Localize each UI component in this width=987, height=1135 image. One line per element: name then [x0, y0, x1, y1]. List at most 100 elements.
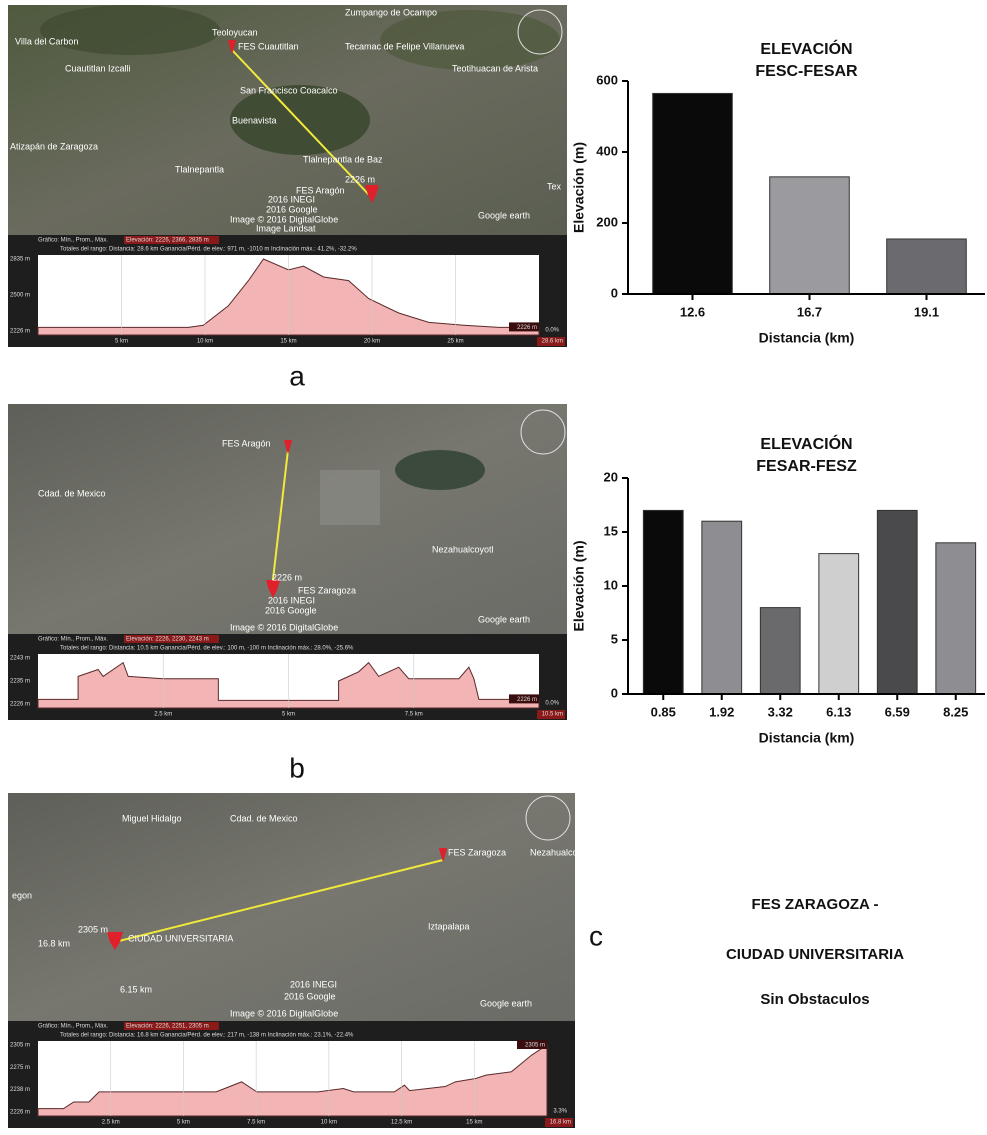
x-tick-label: 0.85	[651, 704, 676, 719]
chart-subtitle: FESAR-FESZ	[756, 458, 857, 475]
map-label: FES Cuautitlan	[238, 41, 299, 51]
bar	[769, 176, 850, 295]
profile-x-label: 12.5 km	[391, 1120, 412, 1126]
map-label: 6.15 km	[120, 984, 152, 994]
profile-x-label: 7.5 km	[405, 712, 423, 718]
pin	[228, 40, 236, 54]
map-label: Nezahualcoyotl	[432, 544, 494, 554]
map-label: Villa del Carbon	[15, 36, 78, 46]
map-label: 2016 INEGI	[290, 979, 337, 989]
map-label: Iztapalapa	[428, 921, 470, 931]
profile-end-box	[509, 694, 539, 704]
map-label: Buenavista	[232, 115, 277, 125]
bar	[759, 607, 801, 695]
map-label: Teoloyucan	[212, 27, 258, 37]
map-label: egon	[12, 890, 32, 900]
profile-x-label: 2.5 km	[102, 1120, 120, 1126]
profile-x-label: 25 km	[447, 339, 463, 345]
y-tick-label: 600	[596, 72, 618, 87]
profile-elevation: Elevación: 2226, 2366, 2835 m	[126, 238, 209, 244]
profile-legend: Gráfico: Mín., Prom., Máx.	[38, 1024, 108, 1030]
map-label: Google earth	[478, 210, 530, 220]
map-label: 2016 INEGI	[268, 595, 315, 605]
panel-label: c	[589, 920, 603, 951]
map-relief	[40, 5, 220, 55]
note-line: Sin Obstaculos	[760, 991, 869, 1008]
profile-x-label: 15 km	[466, 1120, 482, 1126]
map-label: Miguel Hidalgo	[122, 813, 182, 823]
profile-legend: Gráfico: Mín., Prom., Máx.	[38, 637, 108, 643]
route-line	[271, 449, 289, 589]
y-tick-label: 10	[604, 577, 618, 592]
map-relief	[320, 470, 380, 525]
map-label: Image © 2016 DigitalGlobe	[230, 1008, 338, 1018]
profile-y-label: 2226 m	[10, 329, 30, 335]
profile-area	[37, 1044, 548, 1117]
map-relief	[380, 10, 560, 70]
profile-y-label: 2243 m	[10, 656, 30, 662]
map-relief	[230, 85, 370, 155]
map-label: Cdad. de Mexico	[230, 813, 298, 823]
y-tick-label: 20	[604, 469, 618, 484]
map-label: Atizapán de Zaragoza	[10, 141, 98, 151]
map-label: FES Zaragoza	[448, 847, 506, 857]
chart-title: ELEVACIÓN	[760, 39, 852, 58]
map-label: Google earth	[478, 614, 530, 624]
bar	[876, 509, 918, 695]
map-label: Zumpango de Ocampo	[345, 7, 437, 17]
profile-elevation: Elevación: 2226, 2251, 2305 m	[126, 1024, 209, 1030]
profile-x-label: 7.5 km	[247, 1120, 265, 1126]
panel-label: a	[289, 360, 305, 391]
profile-y-label: 2226 m	[10, 1110, 30, 1116]
note-line: CIUDAD UNIVERSITARIA	[726, 946, 904, 963]
bar	[701, 520, 743, 695]
map-label: Tex	[547, 181, 562, 191]
map-label: 2016 Google	[284, 991, 336, 1001]
profile-y-label: 2235 m	[10, 679, 30, 685]
profile-highlight	[124, 1022, 219, 1030]
x-tick-label: 6.13	[826, 704, 851, 719]
profile-end-box	[517, 1040, 547, 1049]
map-label: Image © 2016 DigitalGlobe	[230, 214, 338, 224]
x-axis-title: Distancia (km)	[759, 730, 855, 746]
x-tick-label: 6.59	[885, 704, 910, 719]
profile-legend: Gráfico: Mín., Prom., Máx.	[38, 238, 108, 244]
x-tick-label: 19.1	[914, 304, 939, 319]
pin	[284, 440, 292, 454]
map-label: FES Aragón	[296, 185, 345, 195]
y-axis-title: Elevación (m)	[571, 540, 587, 631]
bar	[652, 92, 733, 295]
chart-title: ELEVACIÓN	[760, 434, 852, 453]
map-relief	[395, 450, 485, 490]
route-line	[114, 859, 444, 943]
y-tick-label: 15	[604, 523, 618, 538]
profile-end-box	[509, 322, 539, 332]
profile-x-label: 15 km	[280, 339, 296, 345]
profile-end-elevation: 2226 m	[517, 325, 537, 331]
compass	[517, 9, 563, 55]
map-label: Cdad. de Mexico	[38, 488, 106, 498]
map-label: Tlalnepantla de Baz	[303, 154, 383, 164]
profile-end-distance: 10.5 km	[542, 712, 563, 718]
pin	[365, 185, 379, 203]
map-label: 2016 Google	[265, 605, 317, 615]
y-tick-label: 0	[611, 285, 618, 300]
y-tick-label: 5	[611, 631, 618, 646]
profile-x-label: 20 km	[364, 339, 380, 345]
y-tick-label: 0	[611, 685, 618, 700]
map-label: Nezahualco	[530, 847, 578, 857]
profile-y-label: 2226 m	[10, 702, 30, 708]
profile-end-slope: 3.3%	[553, 1109, 567, 1115]
x-tick-label: 12.6	[680, 304, 705, 319]
y-tick-label: 400	[596, 143, 618, 158]
profile-end-distance: 28.6 km	[542, 339, 563, 345]
profile-end-box	[545, 1118, 573, 1127]
profile-y-label: 2500 m	[10, 293, 30, 299]
map-label: Google earth	[480, 998, 532, 1008]
profile-x-label: 2.5 km	[154, 712, 172, 718]
compass	[520, 409, 566, 455]
map-label: San Francisco Coacalco	[240, 85, 338, 95]
profile-x-label: 5 km	[115, 339, 128, 345]
profile-end-slope: 0.0%	[545, 328, 559, 334]
map-label: FES Aragón	[222, 438, 271, 448]
